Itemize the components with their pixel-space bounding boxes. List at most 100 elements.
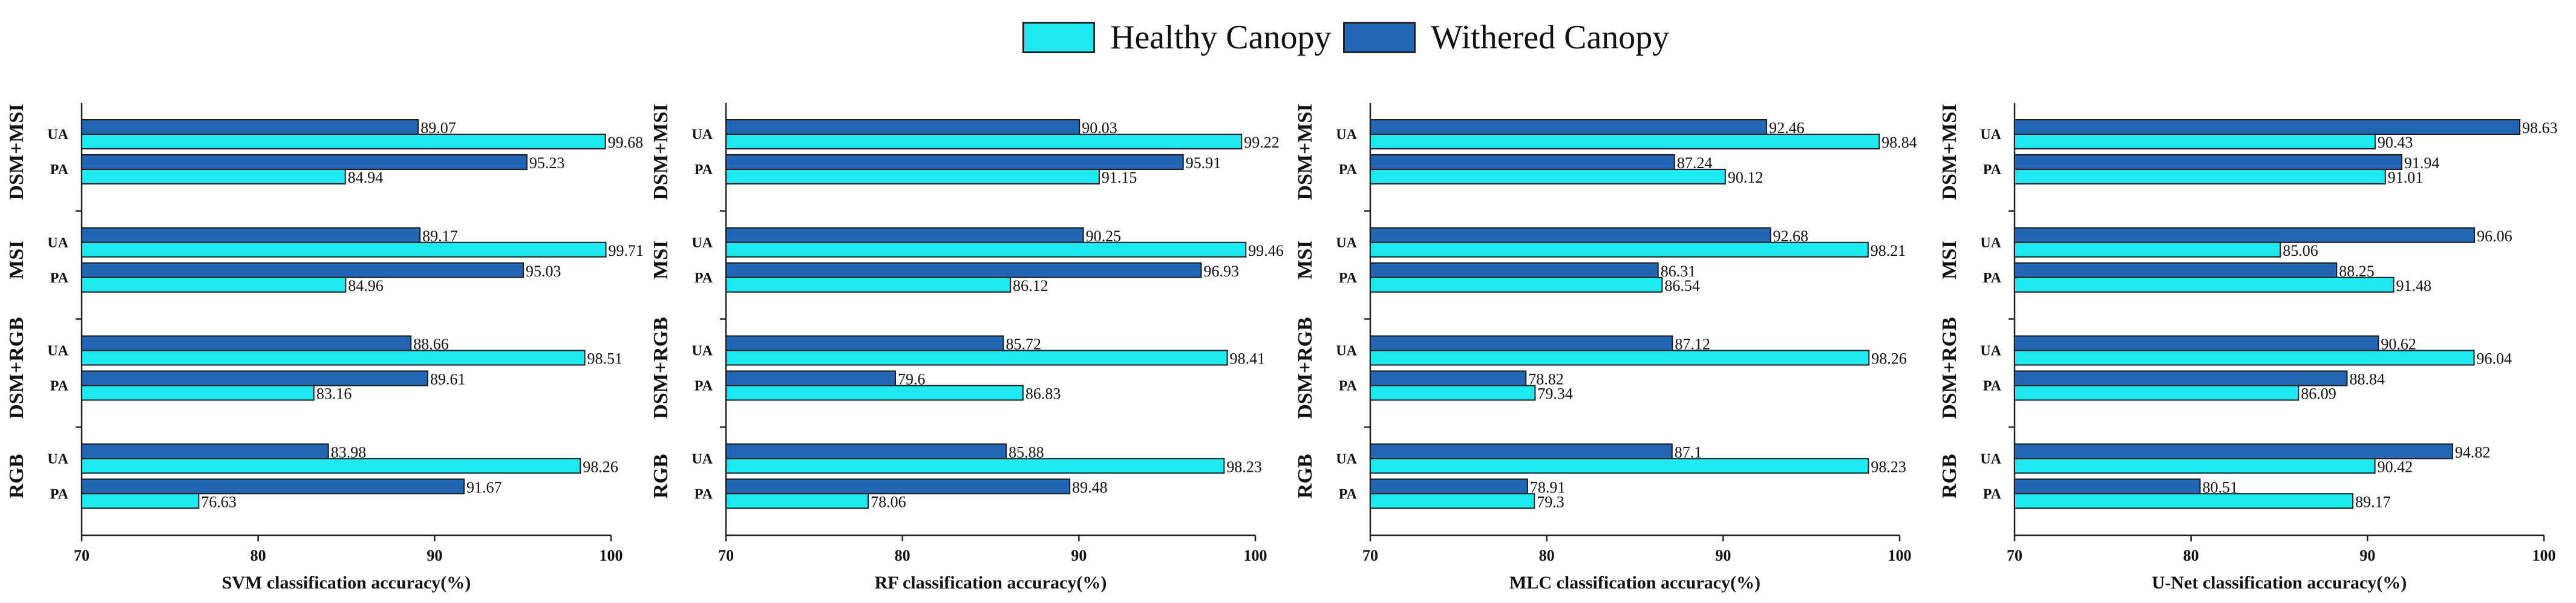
value-label-withered: 96.06 (2477, 227, 2512, 245)
chart-panel-mlc: 70 80 90 100 MLC classification accuracy(%) D… (1294, 103, 1917, 593)
bar-withered (81, 119, 419, 135)
value-label-healthy: 91.48 (2396, 277, 2432, 295)
x-tick-label: 80 (250, 547, 266, 564)
row-label: PA (1339, 270, 1358, 286)
row-label: PA (1983, 379, 2002, 394)
row-label: PA (50, 379, 69, 394)
legend-swatch-healthy (1022, 22, 1095, 53)
x-tick-label: 90 (1071, 547, 1087, 564)
value-label-withered: 95.23 (529, 154, 565, 172)
bar-healthy (2014, 134, 2376, 149)
value-label-healthy: 99.46 (1248, 242, 1284, 259)
row-label: PA (695, 270, 713, 286)
group-label: MSI (1294, 241, 1316, 279)
group-label: MSI (1938, 241, 1961, 279)
value-label-withered: 86.31 (1661, 262, 1696, 280)
bar-healthy (1370, 241, 1869, 258)
row-label: UA (47, 451, 68, 467)
bar-withered (2014, 370, 2348, 386)
bar-healthy (81, 458, 581, 474)
bar-withered (725, 478, 1071, 495)
bar-withered (1370, 478, 1528, 495)
legend: Healthy Canopy Withered Canopy (1022, 13, 1748, 62)
bar-withered (725, 335, 1004, 351)
row-label: UA (47, 235, 68, 251)
value-label-healthy: 84.94 (348, 169, 384, 186)
bar-withered (1370, 370, 1527, 386)
value-label-healthy: 98.51 (587, 350, 623, 368)
group-label: MSI (650, 241, 672, 279)
value-label-withered: 94.82 (2455, 443, 2490, 461)
group-label: MSI (5, 241, 28, 279)
value-label-healthy: 98.26 (583, 458, 618, 475)
row-label: UA (1336, 344, 1357, 359)
value-label-healthy: 99.71 (609, 242, 644, 259)
bar-healthy (2014, 276, 2395, 293)
row-label: UA (691, 451, 713, 467)
row-label: PA (1339, 379, 1358, 394)
value-label-healthy: 83.16 (316, 385, 352, 403)
value-label-healthy: 86.09 (2301, 385, 2336, 403)
value-label-healthy: 89.17 (2355, 493, 2391, 510)
bar-withered (2014, 443, 2453, 460)
bar-withered (81, 443, 329, 460)
value-label-healthy: 79.3 (1537, 493, 1564, 510)
group-label: RGB (5, 454, 28, 498)
legend-label-withered: Withered Canopy (1431, 19, 1670, 56)
bar-withered (1370, 443, 1673, 460)
row-label: UA (1980, 451, 2001, 467)
value-label-withered: 98.63 (2522, 119, 2558, 137)
bar-withered (2014, 335, 2379, 351)
row-label: PA (1983, 486, 2002, 502)
value-label-withered: 78.91 (1530, 478, 1566, 496)
value-label-withered: 88.84 (2350, 371, 2385, 388)
bar-healthy (1370, 169, 1726, 184)
value-label-healthy: 99.68 (608, 134, 644, 151)
chart-panel-rf: 70 80 90 100 RF classification accuracy(%) DS… (650, 103, 1284, 593)
row-label: UA (691, 344, 713, 359)
bar-withered (81, 335, 412, 351)
x-axis-label: RF classification accuracy(%) (875, 573, 1107, 593)
row-label: PA (695, 486, 713, 502)
bar-healthy (1370, 458, 1869, 474)
bar-healthy (81, 350, 586, 366)
value-label-healthy: 91.15 (1102, 169, 1137, 186)
group-label: DSM+MSI (1294, 103, 1316, 200)
row-label: PA (50, 270, 69, 286)
x-tick-label: 90 (2359, 547, 2375, 564)
bar-withered (725, 443, 1007, 460)
group-label: DSM+RGB (650, 317, 672, 419)
bar-healthy (725, 134, 1243, 149)
row-label: PA (1983, 162, 2002, 178)
value-label-healthy: 90.43 (2378, 134, 2413, 151)
x-axis-label: MLC classification accuracy(%) (1509, 573, 1760, 593)
value-label-healthy: 98.21 (1871, 242, 1906, 259)
bar-withered (1370, 227, 1771, 243)
group-label: DSM+RGB (1938, 317, 1961, 419)
value-label-withered: 91.67 (466, 478, 502, 496)
value-label-withered: 89.48 (1072, 478, 1108, 496)
value-label-healthy: 86.12 (1013, 277, 1048, 295)
chart-panel-svm: 70 80 90 100 SVM classification accuracy(%) D… (5, 103, 644, 593)
row-label: PA (1339, 162, 1358, 178)
bar-healthy (2014, 241, 2281, 258)
x-tick-label: 100 (1888, 547, 1912, 564)
row-label: UA (47, 344, 68, 359)
value-label-healthy: 91.01 (2388, 169, 2424, 186)
value-label-withered: 96.93 (1203, 262, 1239, 280)
bar-healthy (1370, 493, 1535, 509)
row-label: PA (695, 162, 713, 178)
row-label: UA (47, 127, 68, 143)
group-label: DSM+RGB (5, 317, 28, 419)
x-tick-label: 70 (1362, 547, 1378, 564)
x-tick-label: 70 (2007, 547, 2022, 564)
value-label-withered: 89.61 (430, 371, 466, 388)
group-label: RGB (650, 454, 672, 498)
row-label: PA (1983, 270, 2002, 286)
bar-withered (725, 262, 1202, 278)
x-tick-label: 70 (74, 547, 90, 564)
group-label: DSM+MSI (650, 103, 672, 200)
x-tick-label: 80 (1539, 547, 1555, 564)
value-label-healthy: 78.06 (871, 493, 906, 510)
row-label: UA (1980, 235, 2001, 251)
